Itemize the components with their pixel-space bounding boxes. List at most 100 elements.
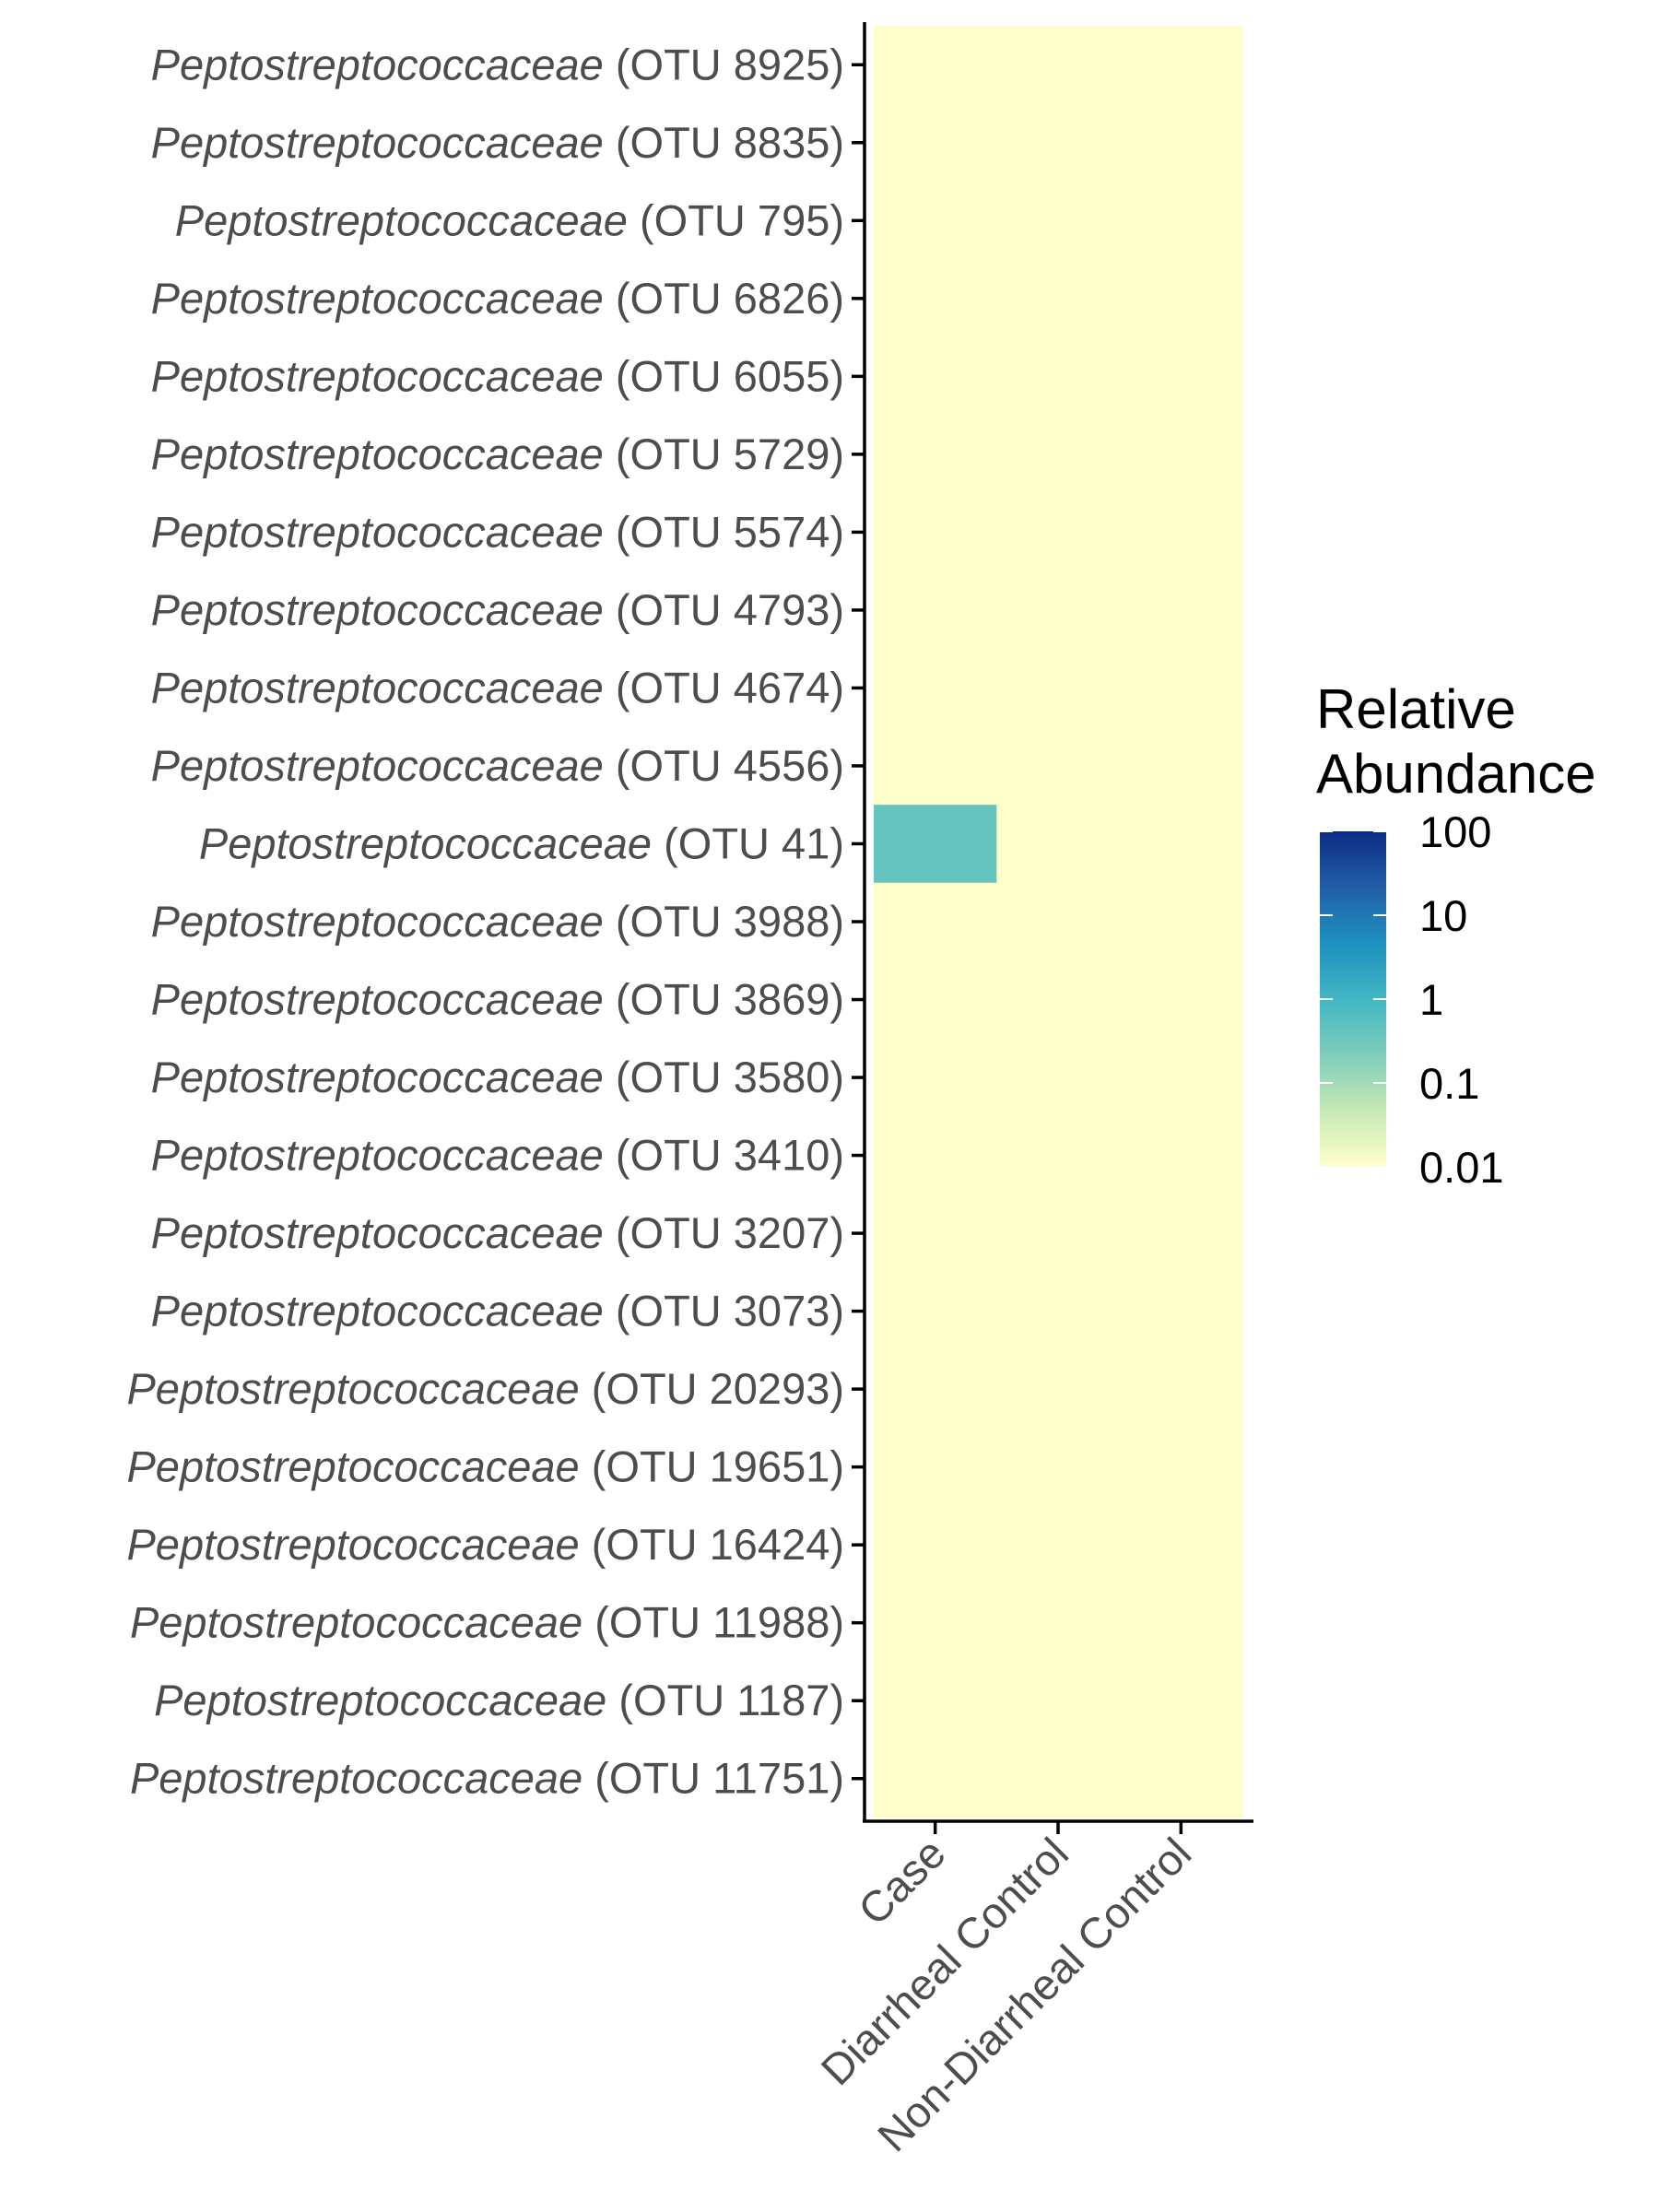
- heatmap-cell: [874, 571, 997, 650]
- heatmap-cell: [874, 726, 997, 806]
- y-tick-label-family: Peptostreptococcaceae: [151, 118, 604, 167]
- y-tick-label: Peptostreptococcaceae (OTU 3073): [151, 1287, 844, 1335]
- y-tick-label-otu: (OTU 3869): [604, 975, 844, 1024]
- heatmap-cell: [996, 415, 1121, 494]
- y-tick-label-otu: (OTU 6055): [604, 351, 844, 400]
- y-tick-label-family: Peptostreptococcaceae: [154, 1676, 606, 1724]
- heatmap-cell: [1119, 493, 1243, 572]
- legend-label: 0.1: [1419, 1059, 1479, 1108]
- heatmap-cell: [874, 1038, 997, 1117]
- y-tick-label: Peptostreptococcaceae (OTU 20293): [126, 1364, 844, 1413]
- heatmap-cell: [996, 1505, 1121, 1585]
- y-tick-label-family: Peptostreptococcaceae: [126, 1442, 579, 1491]
- y-tick-label: Peptostreptococcaceae (OTU 5574): [151, 507, 844, 556]
- y-tick-label-otu: (OTU 5574): [604, 507, 844, 556]
- y-tick-label-family: Peptostreptococcaceae: [151, 40, 604, 88]
- heatmap-cell: [1119, 1272, 1243, 1351]
- y-tick-label: Peptostreptococcaceae (OTU 1187): [154, 1676, 844, 1724]
- heatmap-cell: [996, 1038, 1121, 1117]
- y-tick-label-family: Peptostreptococcaceae: [130, 1754, 582, 1803]
- y-tick-label-otu: (OTU 16424): [580, 1520, 844, 1569]
- heatmap-cell: [1119, 1505, 1243, 1585]
- heatmap-cells: [874, 26, 1243, 1818]
- y-tick-label-otu: (OTU 11988): [582, 1598, 844, 1647]
- heatmap-cell: [1119, 1661, 1243, 1741]
- heatmap-cell: [1119, 1583, 1243, 1663]
- heatmap-cell: [874, 337, 997, 417]
- y-tick-label: Peptostreptococcaceae (OTU 8925): [151, 40, 844, 88]
- y-tick-label-otu: (OTU 8925): [604, 40, 844, 88]
- y-tick-label: Peptostreptococcaceae (OTU 3580): [151, 1053, 844, 1101]
- heatmap-cell: [996, 103, 1121, 182]
- heatmap-cell: [996, 571, 1121, 650]
- y-tick-label: Peptostreptococcaceae (OTU 3988): [151, 897, 844, 946]
- y-tick-label-family: Peptostreptococcaceae: [151, 429, 604, 478]
- y-tick-label-family: Peptostreptococcaceae: [199, 818, 652, 867]
- y-tick-label-otu: (OTU 41): [652, 818, 844, 867]
- heatmap-cell: [996, 1116, 1121, 1195]
- y-tick-label-otu: (OTU 8835): [604, 118, 844, 167]
- heatmap-cell: [1119, 337, 1243, 417]
- y-tick-label-family: Peptostreptococcaceae: [130, 1598, 582, 1647]
- heatmap-cell: [1119, 26, 1243, 105]
- y-tick-label: Peptostreptococcaceae (OTU 6826): [151, 274, 844, 323]
- heatmap-cell: [1119, 882, 1243, 961]
- y-tick-label-family: Peptostreptococcaceae: [151, 741, 604, 790]
- y-tick-label: Peptostreptococcaceae (OTU 16424): [126, 1520, 844, 1569]
- x-tick-label: Case: [849, 1829, 955, 1935]
- y-tick-label-otu: (OTU 19651): [580, 1442, 844, 1491]
- y-tick-label-otu: (OTU 3207): [604, 1208, 844, 1257]
- y-tick-label-family: Peptostreptococcaceae: [151, 1053, 604, 1101]
- y-tick-label: Peptostreptococcaceae (OTU 5729): [151, 429, 844, 478]
- y-tick-label: Peptostreptococcaceae (OTU 3869): [151, 975, 844, 1024]
- y-tick-label-family: Peptostreptococcaceae: [126, 1364, 579, 1413]
- heatmap-cell: [1119, 415, 1243, 494]
- y-tick-label-family: Peptostreptococcaceae: [126, 1520, 579, 1569]
- heatmap-cell: [874, 182, 997, 261]
- heatmap-cell: [874, 1116, 997, 1195]
- heatmap-cell: [874, 1505, 997, 1585]
- heatmap-cell: [1119, 1739, 1243, 1818]
- y-tick-label-family: Peptostreptococcaceae: [151, 1208, 604, 1257]
- y-tick-label-otu: (OTU 5729): [604, 429, 844, 478]
- heatmap-cell: [874, 493, 997, 572]
- y-tick-label: Peptostreptococcaceae (OTU 41): [199, 818, 844, 867]
- y-tick-label: Peptostreptococcaceae (OTU 11988): [130, 1598, 844, 1647]
- y-tick-label-family: Peptostreptococcaceae: [151, 663, 604, 712]
- heatmap-cell: [996, 882, 1121, 961]
- heatmap-cell: [996, 259, 1121, 338]
- legend-title-line-1: Relative: [1316, 678, 1516, 740]
- heatmap-cell: [996, 805, 1121, 884]
- y-tick-label-otu: (OTU 1187): [606, 1676, 844, 1724]
- y-tick-label-family: Peptostreptococcaceae: [151, 274, 604, 323]
- heatmap-cell: [996, 1194, 1121, 1273]
- heatmap-cell: [1119, 960, 1243, 1040]
- y-tick-label-otu: (OTU 795): [628, 195, 844, 244]
- y-tick-label-otu: (OTU 11751): [582, 1754, 844, 1803]
- y-tick-label: Peptostreptococcaceae (OTU 3207): [151, 1208, 844, 1257]
- heatmap-cell: [996, 649, 1121, 728]
- y-tick-label-otu: (OTU 20293): [580, 1364, 844, 1413]
- heatmap-cell: [996, 182, 1121, 261]
- heatmap-cell: [1119, 1116, 1243, 1195]
- heatmap-cell: [996, 960, 1121, 1040]
- heatmap-cell: [996, 726, 1121, 806]
- y-tick-label: Peptostreptococcaceae (OTU 4793): [151, 585, 844, 634]
- y-tick-label-otu: (OTU 6826): [604, 274, 844, 323]
- y-tick-label: Peptostreptococcaceae (OTU 11751): [130, 1754, 844, 1803]
- y-tick-label-otu: (OTU 3410): [604, 1131, 844, 1180]
- legend-ticks: 100 10 1 0.1 0.01: [1320, 807, 1503, 1192]
- heatmap-cell: [996, 1661, 1121, 1741]
- heatmap-cell: [1119, 805, 1243, 884]
- legend-label: 1: [1419, 975, 1443, 1024]
- y-tick-label-otu: (OTU 3988): [604, 897, 844, 946]
- heatmap-cell: [874, 649, 997, 728]
- legend-label: 100: [1419, 807, 1491, 856]
- heatmap-cell: [996, 337, 1121, 417]
- heatmap-cell: [996, 1349, 1121, 1429]
- heatmap-cell: [874, 415, 997, 494]
- heatmap-cell: [996, 493, 1121, 572]
- heatmap-cell: [1119, 259, 1243, 338]
- heatmap-cell: [874, 26, 997, 105]
